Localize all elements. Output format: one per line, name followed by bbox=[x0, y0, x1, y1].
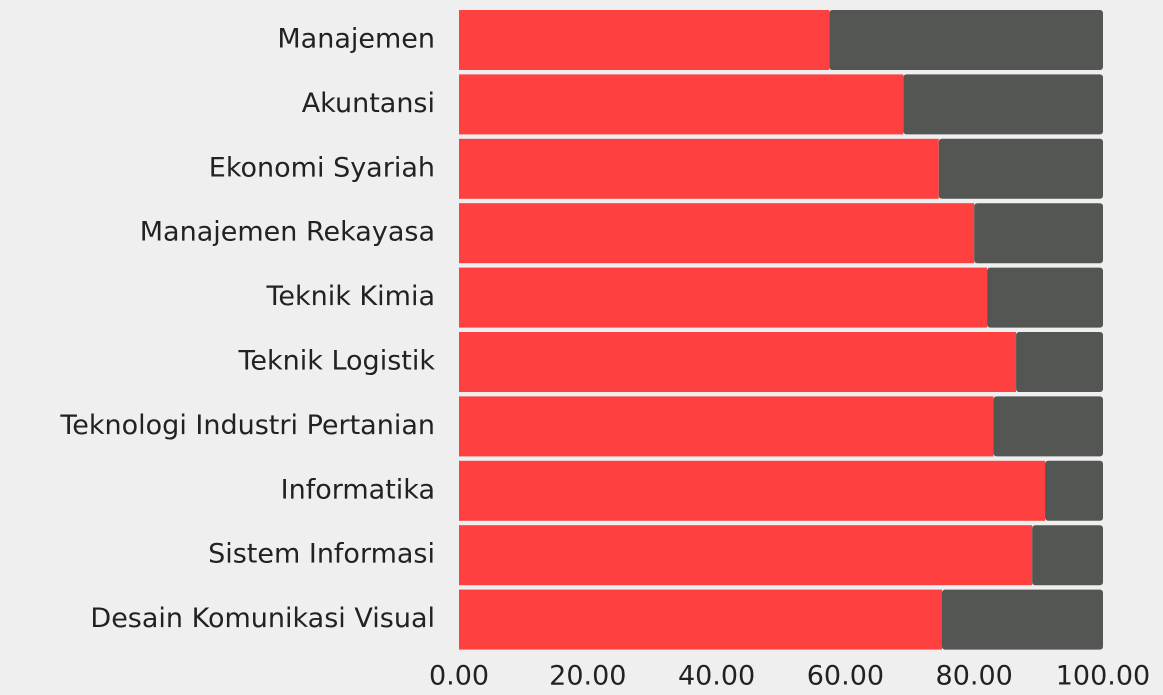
category-label: Teknologi Industri Pertanian bbox=[59, 410, 435, 441]
bar-segment bbox=[942, 589, 1103, 650]
bar-segment bbox=[459, 460, 1046, 521]
bar-segment bbox=[974, 203, 1103, 264]
bar-segment bbox=[987, 267, 1103, 328]
x-tick-label: 100.00 bbox=[1056, 661, 1150, 692]
bar-segment bbox=[459, 589, 942, 650]
x-tick-label: 0.00 bbox=[429, 661, 489, 692]
category-label: Teknik Kimia bbox=[265, 281, 435, 312]
bar-segment bbox=[938, 138, 1103, 199]
x-tick-label: 40.00 bbox=[678, 661, 755, 692]
bar-segment bbox=[459, 396, 994, 457]
bar-segment bbox=[829, 10, 1103, 70]
category-label: Sistem Informasi bbox=[208, 539, 435, 570]
x-tick-label: 80.00 bbox=[936, 661, 1013, 692]
category-label: Informatika bbox=[281, 474, 435, 505]
x-tick-label: 20.00 bbox=[549, 661, 626, 692]
category-label: Desain Komunikasi Visual bbox=[90, 603, 435, 634]
bar-segment bbox=[459, 525, 1033, 586]
bar-segment bbox=[459, 203, 975, 264]
bar-segment bbox=[459, 267, 988, 328]
bar-segment bbox=[993, 396, 1103, 457]
bar-segment bbox=[1032, 525, 1103, 586]
bar-segment bbox=[459, 74, 904, 135]
x-tick-label: 60.00 bbox=[807, 661, 884, 692]
bar-segment bbox=[459, 138, 939, 199]
bar-segment bbox=[459, 10, 830, 70]
category-label: Manajemen bbox=[277, 24, 435, 55]
bar-segment bbox=[459, 332, 1017, 392]
bar-segment bbox=[1045, 460, 1103, 521]
bar-segment bbox=[903, 74, 1103, 135]
bar-segment bbox=[1016, 332, 1103, 392]
category-label: Ekonomi Syariah bbox=[209, 152, 435, 183]
category-label: Akuntansi bbox=[302, 88, 435, 119]
category-label: Manajemen Rekayasa bbox=[140, 217, 435, 248]
category-label: Teknik Logistik bbox=[237, 346, 435, 377]
